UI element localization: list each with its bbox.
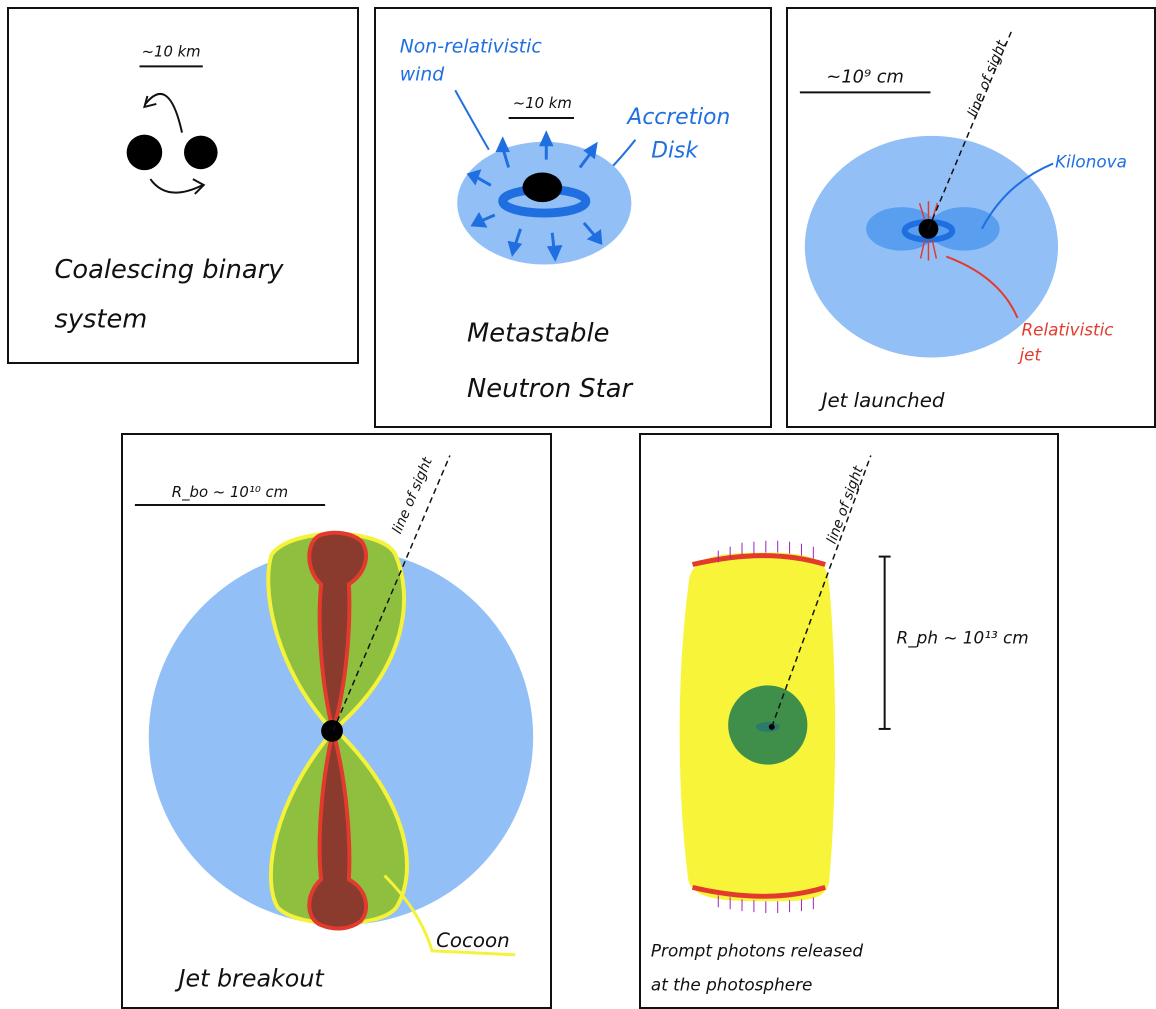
caption-line1: Coalescing binary [54, 255, 284, 285]
wind-pointer [454, 89, 490, 151]
line-of-sight-label: line of sight [389, 455, 436, 537]
rotation-arrow-bottom [149, 178, 204, 194]
metastable-ns-diagram: Non-relativistic wind ~10 km Accretion D… [400, 37, 731, 405]
jet-label-line2: jet [1017, 344, 1042, 364]
wind-region [457, 141, 632, 265]
scale-label: ~10 km [513, 95, 572, 112]
photons-top [717, 540, 814, 563]
central-engine [918, 218, 939, 239]
line-of-sight [332, 455, 451, 732]
photosphere-diagram: line of sight R_ph ~ 10¹³ cm Prompt phot… [651, 455, 1029, 994]
panel-photosphere: line of sight R_ph ~ 10¹³ cm Prompt phot… [639, 433, 1059, 1009]
disk-label-line1: Accretion [625, 105, 730, 130]
line-of-sight-label: line of sight [965, 38, 1010, 120]
line-of-sight [771, 455, 872, 728]
scale-label: R_bo ~ 10¹⁰ cm [172, 483, 288, 501]
cocoon-pointer [383, 874, 516, 957]
caption-line2: Neutron Star [467, 374, 633, 404]
photons-bottom [717, 895, 814, 914]
central-engine [321, 720, 343, 742]
jet-launched-diagram: ~10⁹ cm line of sight Kilonova Relativis… [799, 30, 1127, 412]
photosphere-edge-bottom [691, 884, 826, 899]
kilonova-label: Kilonova [1055, 152, 1127, 172]
panel-coalescing-binary: ~10 km Coalescing binary system [7, 7, 359, 364]
caption-line2: at the photosphere [651, 974, 813, 994]
jet-pointer [945, 255, 1019, 319]
wind-arrows [466, 130, 603, 263]
panel-jet-breakout: R_bo ~ 10¹⁰ cm line of sight Cocoon Jet … [121, 433, 552, 1009]
jet-upper [307, 530, 369, 739]
arrowhead-bottom [192, 178, 206, 195]
arrowhead-top [143, 95, 157, 109]
binary-diagram: ~10 km Coalescing binary system [54, 43, 284, 334]
caption-line1: Metastable [467, 319, 609, 349]
jet-breakout-diagram: R_bo ~ 10¹⁰ cm line of sight Cocoon Jet … [134, 455, 534, 993]
cocoon-label: Cocoon [436, 929, 510, 952]
kilonova-lobe-right [928, 207, 1000, 251]
scale-label: ~10 km [142, 43, 201, 60]
line-of-sight [927, 30, 1013, 230]
jet-label-line1: Relativistic [1021, 320, 1113, 340]
radius-label: R_ph ~ 10¹³ cm [897, 628, 1029, 649]
panel-jet-launched: ~10⁹ cm line of sight Kilonova Relativis… [786, 7, 1156, 428]
wind-label-line1: Non-relativistic [400, 37, 543, 58]
neutron-star [522, 172, 563, 203]
photosphere-edge-top [691, 553, 826, 567]
disk-label-line2: Disk [651, 139, 699, 164]
panel-metastable-ns: Non-relativistic wind ~10 km Accretion D… [374, 7, 772, 428]
caption-line2: system [54, 304, 147, 334]
kilonova-ejecta [804, 135, 1059, 358]
kilonova-pointer [981, 162, 1054, 230]
central-engine [755, 721, 780, 732]
wind-label-line2: wind [400, 64, 446, 85]
neutron-star-left [126, 134, 163, 171]
line-of-sight-label: line of sight [824, 464, 867, 546]
neutron-star-right [183, 135, 218, 170]
scale-label: ~10⁹ cm [826, 66, 903, 87]
caption: Jet breakout [174, 965, 325, 993]
caption-line1: Prompt photons released [651, 941, 863, 961]
caption: Jet launched [818, 389, 945, 412]
jet-lower [307, 730, 369, 931]
rotation-arrow-top [144, 92, 183, 133]
